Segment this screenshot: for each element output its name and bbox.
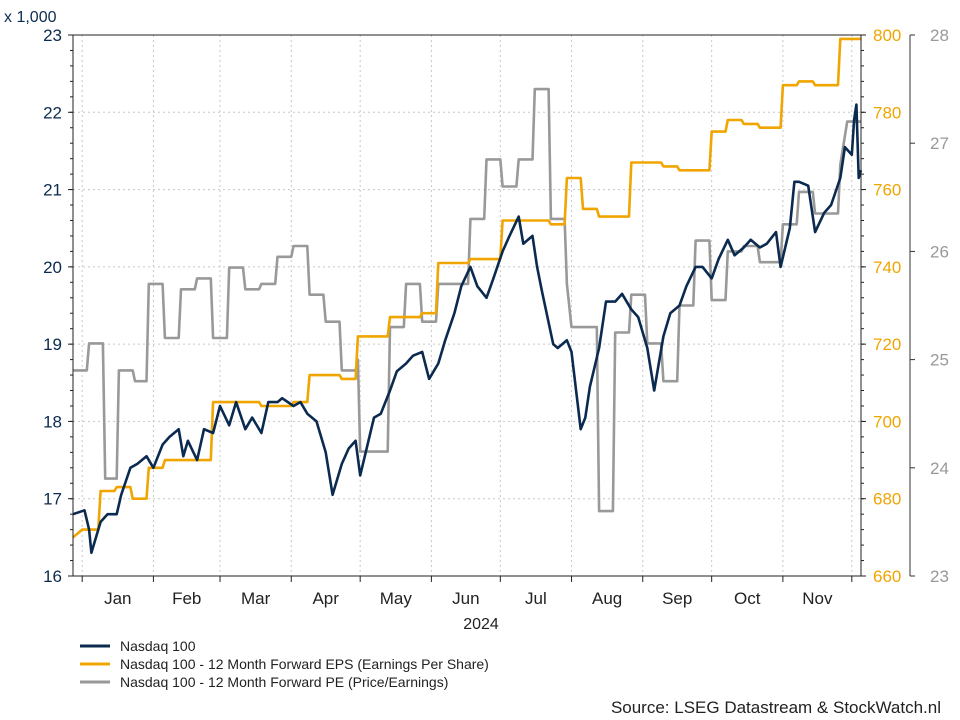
eps-axis-tick-label: 740 — [873, 258, 901, 277]
left-axis-tick-label: 16 — [43, 567, 62, 586]
x-axis-month-label: Aug — [592, 589, 622, 608]
source-note: Source: LSEG Datastream & StockWatch.nl — [611, 698, 941, 717]
left-axis-tick-label: 23 — [43, 26, 62, 45]
x-axis-month-label: Jun — [452, 589, 479, 608]
pe-axis-tick-label: 26 — [930, 242, 949, 261]
left-axis-tick-label: 21 — [43, 181, 62, 200]
left-axis: 16 17 18 19 20 21 22 23 — [43, 26, 73, 586]
x-axis: Jan Feb Mar Apr May Jun Jul Aug Sep Oct Nov — [81, 576, 853, 608]
eps-axis-tick-label: 720 — [873, 335, 901, 354]
pe-axis-tick-label: 24 — [930, 459, 949, 478]
eps-axis-tick-label: 760 — [873, 181, 901, 200]
legend: Nasdaq 100 Nasdaq 100 - 12 Month Forward … — [80, 638, 489, 690]
eps-axis-tick-label: 780 — [873, 103, 901, 122]
eps-axis-tick-label: 800 — [873, 26, 901, 45]
nasdaq-100-line — [72, 103, 863, 555]
left-axis-tick-label: 20 — [43, 258, 62, 277]
eps-axis-tick-label: 700 — [873, 412, 901, 431]
x-axis-month-label: Oct — [734, 589, 761, 608]
left-axis-tick-label: 18 — [43, 412, 62, 431]
pe-line — [73, 87, 861, 513]
x-axis-month-label: May — [380, 589, 413, 608]
x-axis-month-label: Apr — [312, 589, 339, 608]
pe-axis-tick-label: 25 — [930, 351, 949, 370]
x-axis-month-label: Jan — [104, 589, 131, 608]
pe-axis: 23 24 25 26 27 28 — [909, 26, 949, 586]
x-axis-month-label: Jul — [525, 589, 547, 608]
year-label: 2024 — [463, 616, 499, 633]
legend-item-pe-label: Nasdaq 100 - 12 Month Forward PE (Price/… — [120, 674, 448, 690]
eps-axis-tick-label: 660 — [873, 567, 901, 586]
x-axis-month-label: Sep — [662, 589, 692, 608]
x-axis-month-label: Nov — [802, 589, 833, 608]
left-axis-tick-label: 19 — [43, 335, 62, 354]
unit-label: x 1,000 — [4, 9, 57, 26]
legend-item-nasdaq-100-label: Nasdaq 100 — [120, 638, 196, 654]
x-axis-month-label: Mar — [241, 589, 271, 608]
eps-axis-tick-label: 680 — [873, 490, 901, 509]
plot-frame — [72, 34, 862, 577]
left-axis-tick-label: 22 — [43, 103, 62, 122]
series-layer — [72, 37, 863, 555]
gridlines — [73, 35, 861, 576]
pe-axis-tick-label: 28 — [930, 26, 949, 45]
pe-axis-tick-label: 23 — [930, 567, 949, 586]
left-axis-tick-label: 17 — [43, 490, 62, 509]
eps-axis: 660 680 700 720 740 760 780 800 — [861, 26, 901, 586]
x-axis-month-label: Feb — [172, 589, 201, 608]
pe-axis-tick-label: 27 — [930, 134, 949, 153]
legend-item-eps-label: Nasdaq 100 - 12 Month Forward EPS (Earni… — [120, 656, 489, 672]
